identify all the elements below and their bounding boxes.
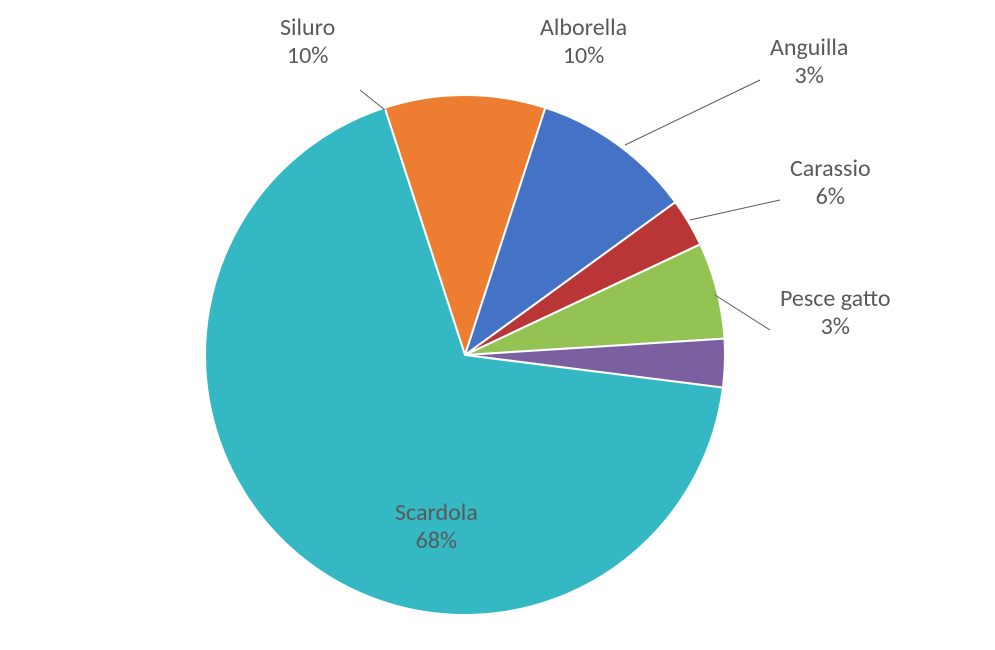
slice-label-carassio: Carassio6% xyxy=(790,154,871,211)
slice-percent: 10% xyxy=(563,41,604,70)
slice-percent: 10% xyxy=(287,41,328,70)
slice-label-anguilla: Anguilla3% xyxy=(770,33,848,90)
slice-percent: 68% xyxy=(416,526,457,555)
slice-percent: 6% xyxy=(816,182,845,211)
slice-name: Pesce gatto xyxy=(780,284,891,313)
slice-name: Alborella xyxy=(540,13,627,42)
slice-name: Scardola xyxy=(395,498,478,527)
slice-percent: 3% xyxy=(795,61,824,90)
slice-percent: 3% xyxy=(821,312,850,341)
leader-line xyxy=(360,90,385,110)
slice-name: Anguilla xyxy=(770,33,848,62)
pie-chart-container: Siluro10%Alborella10%Anguilla3%Carassio6… xyxy=(0,0,995,650)
slice-label-pesce-gatto: Pesce gatto3% xyxy=(780,284,891,341)
slice-name: Siluro xyxy=(280,13,335,42)
leader-line xyxy=(690,200,780,220)
slice-label-alborella: Alborella10% xyxy=(540,13,627,70)
leader-line xyxy=(625,80,760,145)
slice-label-siluro: Siluro10% xyxy=(280,13,335,70)
pie-chart-svg: Siluro10%Alborella10%Anguilla3%Carassio6… xyxy=(0,0,995,650)
slice-name: Carassio xyxy=(790,154,871,183)
